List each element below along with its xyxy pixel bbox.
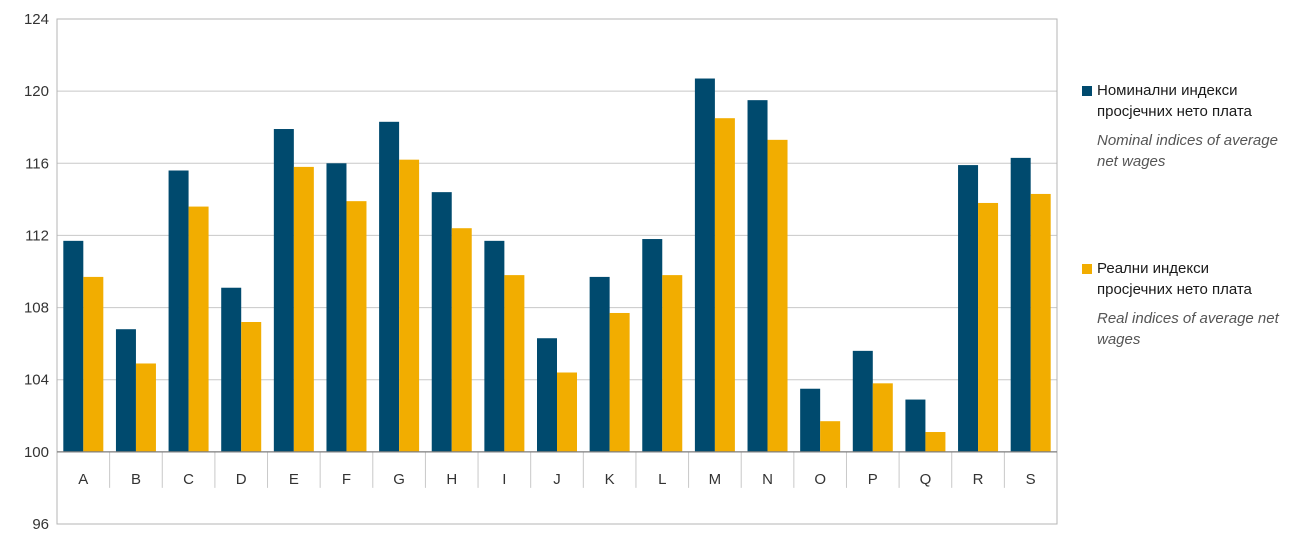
bar-real-N [767, 139, 788, 452]
bar-nominal-A [63, 240, 84, 452]
bar-real-L [662, 275, 683, 452]
bar-nominal-H [431, 192, 452, 452]
x-tick-label: S [1026, 471, 1036, 488]
bar-real-I [504, 275, 525, 452]
y-tick-label: 124 [24, 11, 49, 28]
bar-nominal-R [958, 165, 979, 452]
bar-real-H [451, 228, 472, 452]
x-tick-label: N [762, 471, 773, 488]
bar-nominal-C [168, 170, 189, 452]
bar-nominal-S [1010, 157, 1031, 452]
bar-nominal-O [800, 388, 821, 452]
x-tick-label: A [78, 471, 88, 488]
bar-nominal-Q [905, 399, 926, 452]
legend-label-nominal: Номинални индекси просјечних нето плата [1097, 82, 1252, 120]
x-tick-label: F [342, 471, 351, 488]
x-tick-label: I [502, 471, 506, 488]
bar-nominal-K [589, 276, 610, 452]
y-tick-label: 116 [25, 155, 49, 172]
bar-nominal-D [221, 287, 242, 452]
y-tick-label: 112 [25, 227, 49, 244]
bar-real-S [1030, 193, 1051, 452]
bar-real-O [820, 421, 841, 452]
x-tick-label: O [814, 471, 826, 488]
plot-area-border [56, 18, 1058, 525]
bar-real-P [872, 383, 893, 452]
bar-nominal-P [852, 350, 873, 452]
x-tick-label: E [289, 471, 299, 488]
bar-nominal-M [694, 78, 715, 452]
bar-real-G [399, 159, 420, 452]
bar-nominal-I [484, 240, 505, 452]
bars [63, 78, 1051, 452]
bar-real-K [609, 312, 630, 452]
x-tick-label: H [446, 471, 457, 488]
bar-real-D [241, 322, 262, 452]
bar-real-C [188, 206, 209, 452]
legend-label-real: Реални индекси просјечних нето плата [1097, 260, 1252, 298]
bar-nominal-J [537, 338, 557, 452]
bar-nominal-G [379, 121, 400, 452]
legend-item-nominal: Номинални индекси просјечних нето плата … [1082, 80, 1287, 180]
axes [56, 18, 1058, 525]
y-tick-label: 104 [24, 372, 49, 389]
x-tick-label: D [236, 471, 247, 488]
bar-real-R [978, 202, 999, 452]
x-tick-label: M [709, 471, 722, 488]
bar-nominal-N [747, 100, 768, 452]
x-tick-labels: A B C D E F G H I J K L M N O P Q R S [78, 471, 1035, 488]
legend-sublabel-nominal: Nominal indices of average net wages [1097, 132, 1278, 170]
x-tick-label: C [183, 471, 194, 488]
x-tick-label: J [553, 471, 561, 488]
bar-real-E [293, 166, 314, 452]
bar-nominal-F [326, 163, 347, 452]
x-tick-label: P [868, 471, 878, 488]
x-tick-label: B [131, 471, 141, 488]
legend-swatch-real [1082, 264, 1092, 274]
x-tick-label: R [973, 471, 984, 488]
x-tick-label: G [393, 471, 405, 488]
bar-nominal-E [273, 129, 294, 452]
x-tick-label: K [605, 471, 615, 488]
y-tick-label: 120 [24, 83, 49, 100]
legend-sublabel-real: Real indices of average net wages [1097, 310, 1279, 348]
bar-nominal-B [115, 329, 136, 452]
x-tick-label: L [658, 471, 666, 488]
y-tick-label: 96 [32, 516, 49, 533]
bar-real-Q [925, 432, 946, 452]
y-tick-label: 108 [24, 300, 49, 317]
bar-real-B [135, 363, 156, 452]
bar-real-J [557, 372, 577, 452]
legend-item-real: Реални индекси просјечних нето плата Rea… [1082, 258, 1287, 358]
bar-real-F [346, 201, 367, 452]
x-tick-label: Q [920, 471, 932, 488]
y-tick-label: 100 [24, 444, 49, 461]
bar-real-A [83, 276, 104, 452]
legend: Номинални индекси просјечних нето плата … [1082, 80, 1287, 380]
bar-real-M [714, 118, 735, 452]
legend-swatch-nominal [1082, 86, 1092, 96]
y-tick-labels: 96 100 104 108 112 116 120 124 [24, 11, 49, 533]
bar-nominal-L [642, 239, 663, 452]
